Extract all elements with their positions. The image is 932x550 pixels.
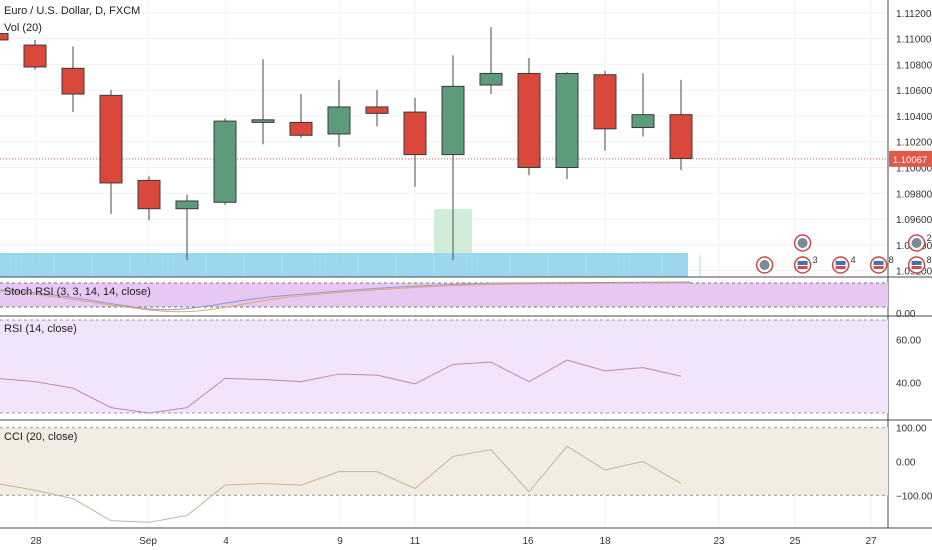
candle-body: [137, 179, 161, 210]
event-marker-count: 2: [927, 233, 932, 243]
candle-body: [327, 106, 351, 135]
rsi-band: [0, 320, 888, 413]
price-tick-label: 1.10800: [896, 60, 932, 71]
time-axis-tick-label: Sep: [139, 536, 157, 547]
flag-marker-icon: [911, 261, 922, 265]
price-tick-label: 1.11200: [896, 9, 932, 20]
time-axis-tick-label: 11: [410, 536, 421, 547]
volume-area: [0, 253, 688, 277]
cci-tick-label: −100.00: [896, 491, 932, 502]
flag-marker-icon: [797, 261, 808, 265]
candle-body: [403, 111, 427, 156]
flag-marker-icon: [873, 261, 884, 265]
rsi-line: [0, 359, 682, 414]
event-marker-count: 8: [889, 255, 894, 265]
cci-band: [0, 427, 888, 496]
cci-label: CCI (20, close): [4, 431, 78, 443]
time-axis-tick-label: 23: [713, 536, 725, 547]
candle-body: [365, 106, 389, 114]
price-tick-label: 1.09600: [896, 215, 932, 226]
flag-marker-icon: [835, 261, 846, 265]
time-axis-tick-label: 28: [30, 536, 42, 547]
stoch-d-line: [0, 282, 691, 313]
current-price-value: 1.10067: [893, 155, 927, 166]
stoch-rsi-label: Stoch RSI (3, 3, 14, 14, close): [4, 286, 151, 298]
candle-body: [479, 72, 503, 86]
event-marker-icon: [759, 260, 770, 270]
time-axis-tick-label: 16: [522, 536, 534, 547]
flag-marker-icon: [797, 266, 808, 269]
rsi-label: RSI (14, close): [4, 323, 77, 335]
candle-body: [175, 200, 199, 210]
candle-body: [213, 120, 237, 203]
cci-tick-label: 100.00: [896, 424, 927, 435]
rsi-tick-label: 60.00: [896, 335, 921, 346]
time-axis-tick-label: 27: [865, 536, 877, 547]
candle-body: [0, 32, 9, 41]
candle-body: [99, 94, 123, 184]
chart-title: Euro / U.S. Dollar, D, FXCM: [4, 5, 141, 17]
event-marker-icon: [911, 238, 922, 248]
volume-indicator-label: Vol (20): [4, 22, 42, 34]
stoch-rsi-band: [0, 283, 888, 307]
time-axis-tick-label: 18: [599, 536, 611, 547]
event-marker-count: 3: [813, 255, 818, 265]
event-marker-count: 4: [851, 255, 856, 265]
price-tick-label: 1.10000: [896, 163, 932, 174]
flag-marker-icon: [835, 266, 846, 269]
candle-body: [631, 114, 655, 129]
candle-body: [669, 114, 693, 159]
time-axis-tick-label: 25: [789, 536, 801, 547]
price-tick-label: 1.10200: [896, 138, 932, 149]
candle-body: [555, 72, 579, 168]
candle-body: [517, 72, 541, 168]
time-axis-tick-label: 4: [223, 536, 229, 547]
candle-body: [593, 74, 617, 130]
candle-body: [61, 67, 85, 95]
rsi-tick-label: 40.00: [896, 379, 921, 390]
cci-tick-label: 0.00: [896, 457, 916, 468]
candle-body: [23, 44, 47, 68]
price-tick-label: 1.10600: [896, 86, 932, 97]
current-price-badge: [889, 150, 932, 167]
price-tick-label: 1.11000: [896, 35, 932, 46]
time-axis-tick-label: 9: [337, 536, 343, 547]
price-tick-label: 1.10400: [896, 112, 932, 123]
event-marker-icon: [797, 238, 808, 248]
flag-marker-icon: [873, 266, 884, 269]
event-marker-count: 8: [927, 255, 932, 265]
candle-body: [441, 85, 465, 156]
candle-body: [251, 119, 275, 123]
stoch-k-line: [0, 281, 691, 311]
stoch-rsi-tick-label: 0.00: [896, 309, 916, 320]
flag-marker-icon: [911, 266, 922, 269]
candle-body: [289, 121, 313, 136]
cci-line: [0, 445, 682, 523]
price-tick-label: 1.09800: [896, 189, 932, 200]
